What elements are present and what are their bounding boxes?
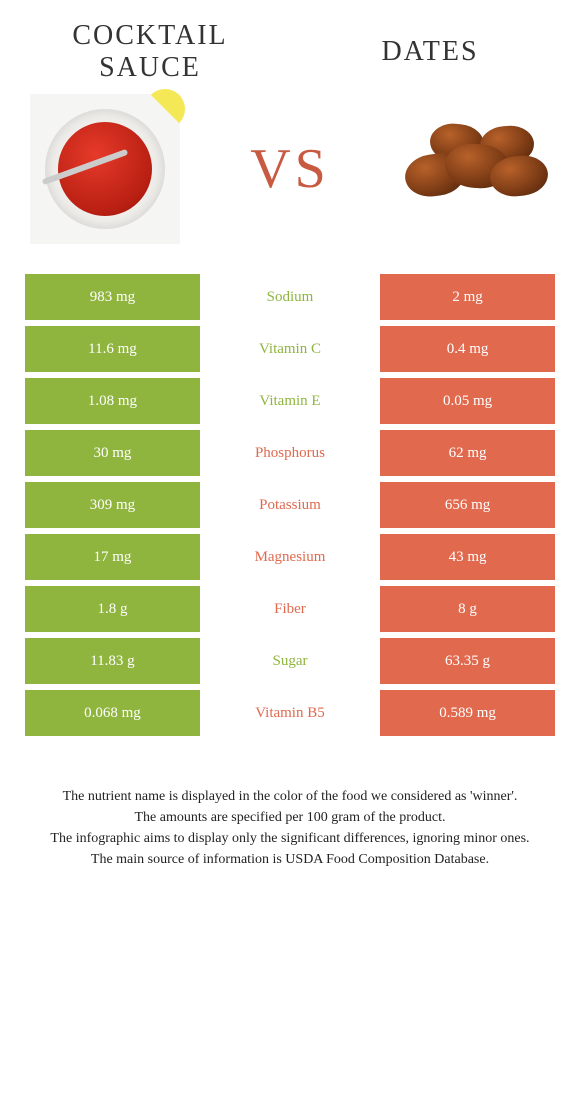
table-row: 309 mgPotassium656 mg bbox=[25, 482, 555, 528]
right-value-cell: 43 mg bbox=[380, 534, 555, 580]
right-food-title: Dates bbox=[318, 36, 542, 68]
table-row: 30 mgPhosphorus62 mg bbox=[25, 430, 555, 476]
footer-line: The infographic aims to display only the… bbox=[25, 828, 555, 849]
vs-label: VS bbox=[250, 137, 330, 201]
nutrient-name-cell: Fiber bbox=[200, 586, 380, 632]
table-row: 1.08 mgVitamin E0.05 mg bbox=[25, 378, 555, 424]
right-value-cell: 2 mg bbox=[380, 274, 555, 320]
right-value-cell: 656 mg bbox=[380, 482, 555, 528]
left-value-cell: 1.08 mg bbox=[25, 378, 200, 424]
left-value-cell: 1.8 g bbox=[25, 586, 200, 632]
right-value-cell: 0.05 mg bbox=[380, 378, 555, 424]
table-row: 1.8 gFiber8 g bbox=[25, 586, 555, 632]
table-row: 17 mgMagnesium43 mg bbox=[25, 534, 555, 580]
nutrient-table: 983 mgSodium2 mg 11.6 mgVitamin C0.4 mg 1.… bbox=[25, 274, 555, 736]
nutrient-name-cell: Sugar bbox=[200, 638, 380, 684]
right-value-cell: 62 mg bbox=[380, 430, 555, 476]
dates-icon bbox=[400, 114, 550, 224]
table-row: 11.83 gSugar63.35 g bbox=[25, 638, 555, 684]
right-value-cell: 0.589 mg bbox=[380, 690, 555, 736]
left-value-cell: 0.068 mg bbox=[25, 690, 200, 736]
left-value-cell: 30 mg bbox=[25, 430, 200, 476]
nutrient-name-cell: Phosphorus bbox=[200, 430, 380, 476]
right-value-cell: 63.35 g bbox=[380, 638, 555, 684]
table-row: 11.6 mgVitamin C0.4 mg bbox=[25, 326, 555, 372]
nutrient-name-cell: Vitamin C bbox=[200, 326, 380, 372]
title-row: Cocktail sauce Dates bbox=[10, 20, 570, 84]
infographic-container: Cocktail sauce Dates VS 983 mgSodium2 mg… bbox=[0, 0, 580, 890]
left-value-cell: 983 mg bbox=[25, 274, 200, 320]
footer-line: The main source of information is USDA F… bbox=[25, 849, 555, 870]
right-value-cell: 8 g bbox=[380, 586, 555, 632]
left-value-cell: 17 mg bbox=[25, 534, 200, 580]
right-value-cell: 0.4 mg bbox=[380, 326, 555, 372]
footer-line: The amounts are specified per 100 gram o… bbox=[25, 807, 555, 828]
right-food-image bbox=[400, 94, 550, 244]
nutrient-name-cell: Potassium bbox=[200, 482, 380, 528]
images-row: VS bbox=[30, 94, 550, 244]
table-row: 983 mgSodium2 mg bbox=[25, 274, 555, 320]
nutrient-name-cell: Vitamin E bbox=[200, 378, 380, 424]
nutrient-name-cell: Magnesium bbox=[200, 534, 380, 580]
left-value-cell: 309 mg bbox=[25, 482, 200, 528]
left-value-cell: 11.6 mg bbox=[25, 326, 200, 372]
left-value-cell: 11.83 g bbox=[25, 638, 200, 684]
left-food-image bbox=[30, 94, 180, 244]
footer-line: The nutrient name is displayed in the co… bbox=[25, 786, 555, 807]
nutrient-name-cell: Sodium bbox=[200, 274, 380, 320]
cocktail-sauce-icon bbox=[30, 94, 180, 244]
left-food-title: Cocktail sauce bbox=[38, 20, 262, 84]
table-row: 0.068 mgVitamin B50.589 mg bbox=[25, 690, 555, 736]
footer-notes: The nutrient name is displayed in the co… bbox=[10, 786, 570, 870]
nutrient-name-cell: Vitamin B5 bbox=[200, 690, 380, 736]
